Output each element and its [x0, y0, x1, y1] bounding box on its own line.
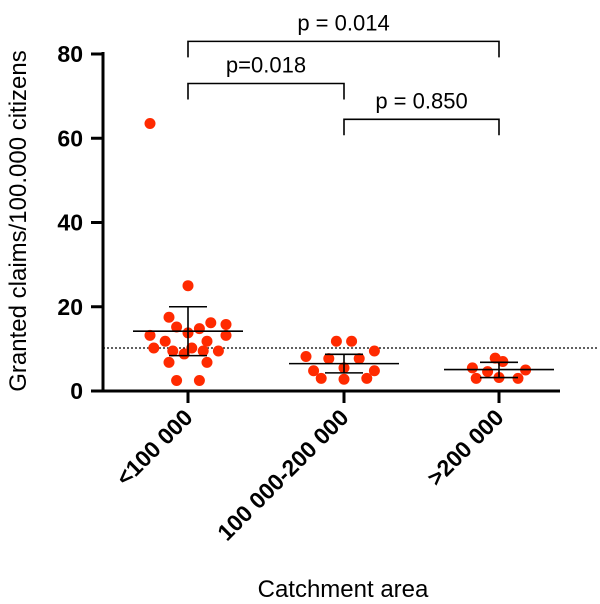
- data-point: [144, 118, 156, 130]
- p-value-label: p = 0.850: [375, 88, 467, 113]
- data-point: [368, 365, 380, 377]
- data-point: [163, 311, 175, 323]
- x-tick-label: 100 000-200 000: [212, 404, 353, 545]
- x-tick-label: <100 000: [111, 404, 198, 491]
- data-point: [193, 323, 205, 335]
- significance-bracket: [187, 40, 500, 58]
- data-point: [482, 366, 494, 378]
- x-tick-label: >200 000: [422, 404, 509, 491]
- data-point: [171, 321, 183, 333]
- data-point: [368, 345, 380, 357]
- y-tick-label: 40: [57, 210, 83, 236]
- data-point: [171, 374, 183, 386]
- data-point: [338, 373, 350, 385]
- data-point: [512, 372, 524, 384]
- data-point: [182, 280, 194, 292]
- significance-bracket: [187, 82, 345, 100]
- data-point: [466, 362, 478, 374]
- data-point: [159, 335, 171, 347]
- data-point: [497, 356, 509, 368]
- p-value-label: p = 0.014: [297, 10, 389, 35]
- data-point: [178, 348, 190, 360]
- data-point: [315, 372, 327, 384]
- data-point: [323, 353, 335, 365]
- y-axis-title: Granted claims/100.000 citizens: [5, 50, 32, 392]
- data-point: [220, 318, 232, 330]
- y-tick-label: 0: [70, 378, 83, 404]
- data-point: [148, 342, 160, 354]
- data-point: [212, 345, 224, 357]
- data-point: [201, 335, 213, 347]
- data-point: [197, 345, 209, 357]
- data-point: [361, 372, 373, 384]
- data-point: [470, 372, 482, 384]
- data-point: [330, 335, 342, 347]
- data-point: [201, 356, 213, 368]
- y-tick-label: 20: [57, 294, 83, 320]
- y-tick-label: 80: [57, 41, 83, 67]
- data-point: [300, 350, 312, 362]
- data-point: [353, 353, 365, 365]
- data-point: [186, 342, 198, 354]
- y-tick-label: 60: [57, 125, 83, 151]
- data-point: [163, 356, 175, 368]
- plot-area: 0 20 40 60 80 <100 000 100 000-200 000 >200 000…: [57, 10, 597, 546]
- data-point: [167, 345, 179, 357]
- p-value-label: p=0.018: [226, 52, 306, 77]
- x-axis-title: Catchment area: [258, 576, 429, 603]
- data-point: [193, 374, 205, 386]
- data-point: [346, 335, 358, 347]
- data-point: [308, 365, 320, 377]
- data-point: [144, 329, 156, 341]
- significance-bracket: [343, 118, 500, 136]
- data-point: [220, 329, 232, 341]
- data-point: [205, 317, 217, 329]
